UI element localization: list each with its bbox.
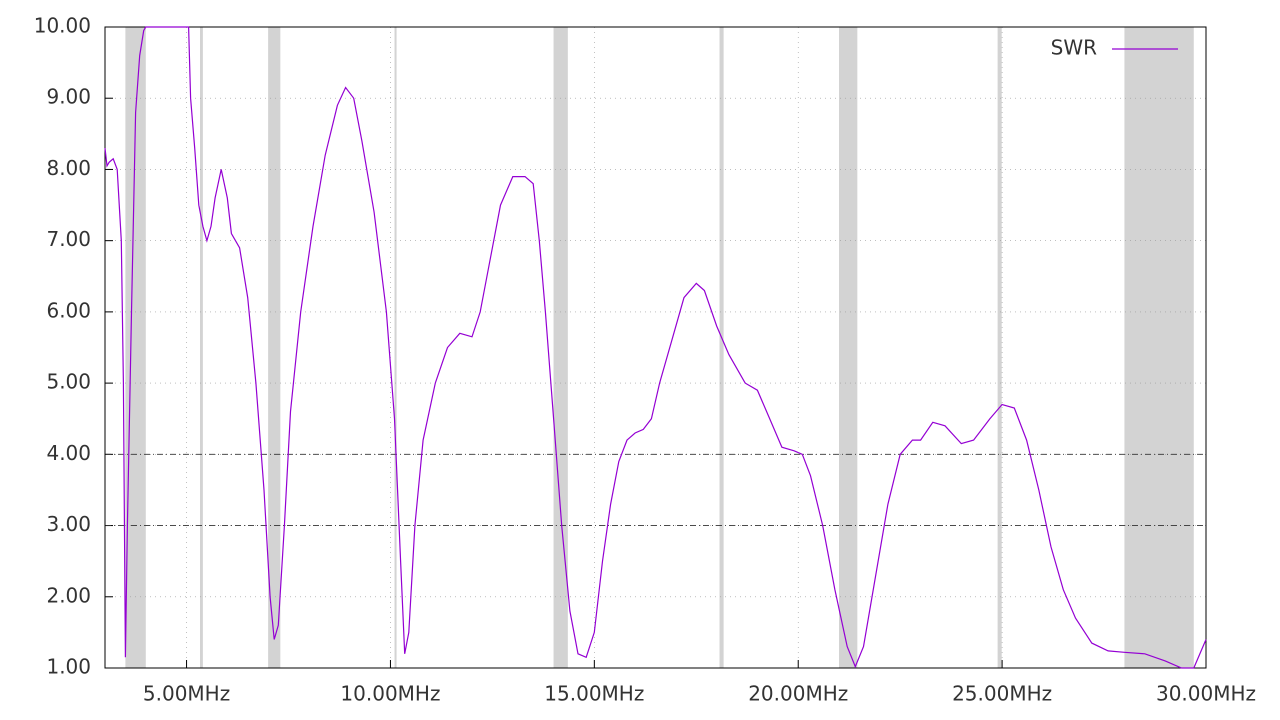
y-tick-label: 7.00: [46, 227, 91, 251]
shaded-band: [553, 27, 568, 668]
y-tick-label: 5.00: [46, 370, 91, 394]
y-tick-label: 3.00: [46, 512, 91, 536]
shaded-band: [394, 27, 397, 668]
shaded-band: [1124, 27, 1194, 668]
x-tick-label: 15.00MHz: [544, 682, 644, 706]
legend-label: SWR: [1051, 36, 1097, 60]
y-tick-label: 9.00: [46, 85, 91, 109]
shaded-band: [719, 27, 724, 668]
y-tick-label: 10.00: [34, 14, 91, 38]
y-tick-label: 4.00: [46, 441, 91, 465]
shaded-band: [997, 27, 1002, 668]
y-tick-label: 2.00: [46, 583, 91, 607]
x-tick-label: 20.00MHz: [748, 682, 848, 706]
x-tick-label: 10.00MHz: [340, 682, 440, 706]
y-tick-label: 6.00: [46, 298, 91, 322]
shaded-band: [268, 27, 281, 668]
x-tick-label: 5.00MHz: [143, 682, 230, 706]
y-tick-label: 8.00: [46, 156, 91, 180]
shaded-band: [200, 27, 203, 668]
x-tick-label: 30.00MHz: [1156, 682, 1256, 706]
plot-border: [104, 26, 1207, 669]
x-tick-label: 25.00MHz: [952, 682, 1052, 706]
y-tick-label: 1.00: [46, 655, 91, 679]
series-line: [104, 26, 1207, 669]
shaded-band: [839, 27, 858, 668]
shaded-band: [125, 27, 146, 668]
